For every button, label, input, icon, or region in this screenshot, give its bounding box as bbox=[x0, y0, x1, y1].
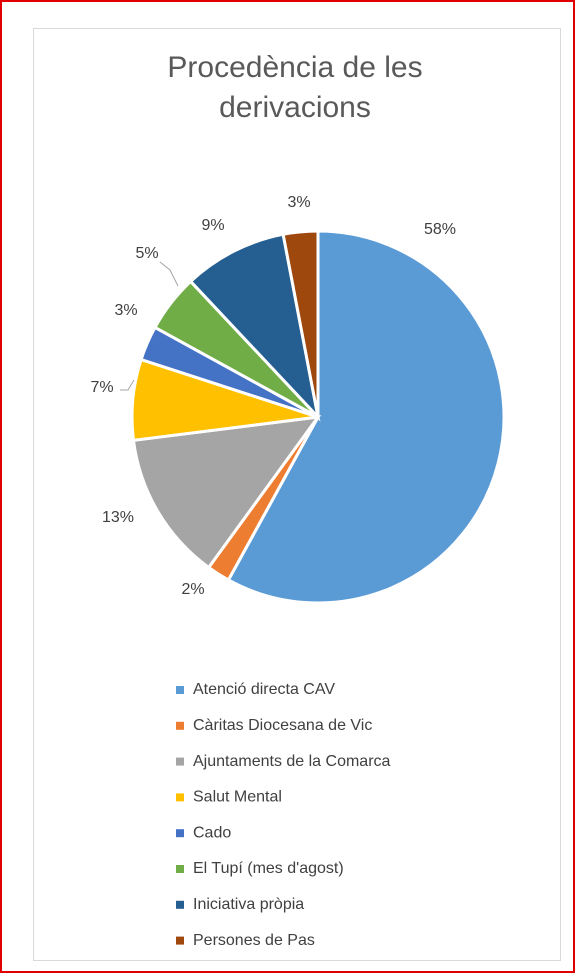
legend-label: Càritas Diocesana de Vic bbox=[193, 717, 372, 734]
data-label: 7% bbox=[90, 379, 113, 396]
pie-slice bbox=[188, 232, 321, 422]
legend-marker bbox=[176, 936, 184, 945]
legend-marker bbox=[176, 721, 184, 730]
data-label: 3% bbox=[287, 194, 310, 211]
pie-slice bbox=[226, 229, 506, 605]
legend-label: Salut Mental bbox=[193, 789, 282, 806]
legend-marker bbox=[176, 900, 184, 909]
legend-marker bbox=[176, 793, 184, 802]
legend-label: Persones de Pas bbox=[193, 932, 315, 949]
data-label: 9% bbox=[201, 217, 224, 234]
data-label: 13% bbox=[102, 509, 134, 526]
legend-label: Ajuntaments de la Comarca bbox=[193, 753, 391, 770]
legend-marker bbox=[176, 829, 184, 838]
legend-label: Atenció directa CAV bbox=[193, 681, 335, 698]
leader-line bbox=[159, 261, 179, 287]
legend-marker bbox=[176, 686, 184, 694]
legend-label: Iniciativa pròpia bbox=[193, 896, 304, 913]
legend-marker bbox=[176, 865, 184, 873]
data-label: 2% bbox=[181, 581, 204, 598]
data-label: 5% bbox=[135, 245, 158, 262]
legend-label: Cado bbox=[193, 824, 231, 841]
data-label: 58% bbox=[424, 221, 456, 238]
legend-label: El Tupí (mes d'agost) bbox=[193, 860, 344, 877]
legend-marker bbox=[176, 757, 184, 766]
pie-slice bbox=[131, 415, 322, 570]
data-label: 3% bbox=[114, 302, 137, 319]
leader-line bbox=[120, 379, 135, 391]
chart-title: Procedència de les derivacions bbox=[167, 51, 423, 124]
pie-slice bbox=[281, 229, 320, 418]
